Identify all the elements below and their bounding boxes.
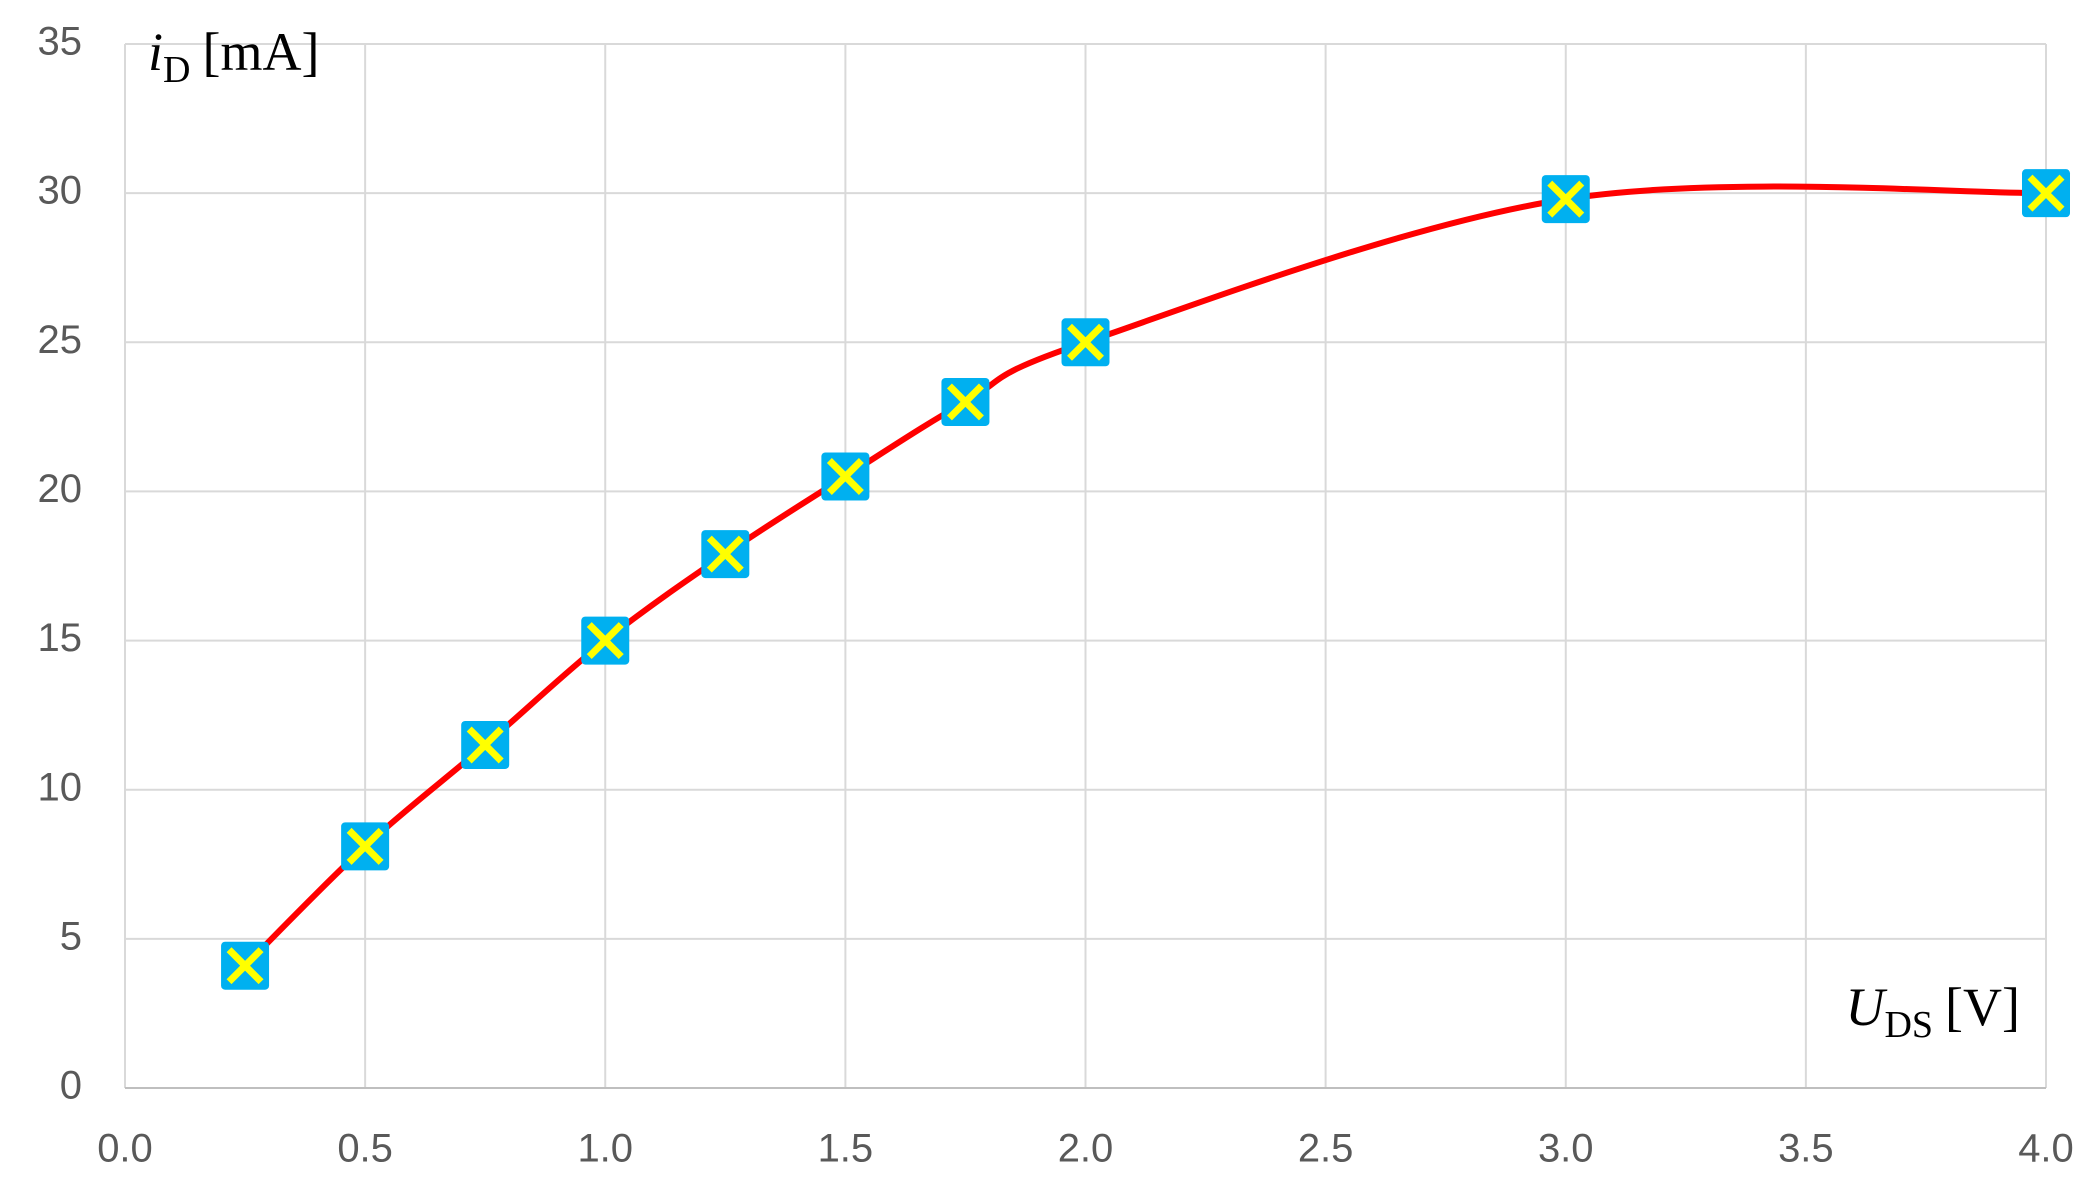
y-tick-label: 10 <box>38 765 83 809</box>
x-tick-label: 3.0 <box>1538 1127 1594 1171</box>
marker <box>821 452 870 501</box>
x-tick-label: 3.5 <box>1778 1127 1834 1171</box>
y-tick-label: 15 <box>38 616 83 660</box>
marker-cross <box>946 383 984 421</box>
x-label-unit: [V] <box>1945 977 2020 1037</box>
marker <box>1061 318 1110 367</box>
y-tick-label: 30 <box>38 169 83 213</box>
marker <box>2022 169 2070 218</box>
marker-cross <box>346 827 384 865</box>
x-tick-label: 2.5 <box>1298 1127 1354 1171</box>
marker-cross <box>2027 174 2065 212</box>
marker <box>581 616 630 665</box>
x-tick-label: 0.0 <box>97 1127 153 1171</box>
x-tick-label: 0.5 <box>337 1127 393 1171</box>
y-label-unit: [mA] <box>202 22 319 82</box>
marker-cross <box>706 535 744 573</box>
marker-cross <box>586 622 624 660</box>
series-line <box>242 183 2047 968</box>
marker-cross <box>826 458 864 495</box>
marker-cross <box>226 947 264 985</box>
y-tick-label: 20 <box>38 467 83 511</box>
y-axis-label: iD [mA] <box>148 22 319 91</box>
y-tick-label: 35 <box>38 20 83 64</box>
x-label-symbol: U <box>1845 977 1887 1037</box>
marker-cross <box>466 726 504 764</box>
y-label-symbol: i <box>148 22 163 82</box>
x-tick-label: 4.0 <box>2018 1127 2074 1171</box>
marker <box>1541 175 1590 224</box>
x-tick-label: 1.5 <box>818 1127 874 1171</box>
x-label-subscript: DS <box>1884 1004 1933 1046</box>
y-tick-label: 0 <box>60 1064 82 1108</box>
marker <box>341 822 390 871</box>
marker-cross <box>1067 323 1104 361</box>
x-axis-label: UDS [V] <box>1845 977 2020 1046</box>
marker <box>461 720 510 769</box>
marker <box>941 377 990 426</box>
y-tick-label: 25 <box>38 318 83 362</box>
marker <box>221 941 270 990</box>
y-tick-label: 5 <box>60 914 82 958</box>
plot: 0 5 10 15 20 25 30 35 0.0 0.5 1.0 1.5 2.0 2.5 3.0 3.5 4.… <box>38 20 2074 1171</box>
x-tick-label: 2.0 <box>1058 1127 1114 1171</box>
marker-cross <box>1547 180 1585 218</box>
x-tick-label: 1.0 <box>577 1127 633 1171</box>
y-label-subscript: D <box>163 49 190 91</box>
marker <box>701 530 750 579</box>
